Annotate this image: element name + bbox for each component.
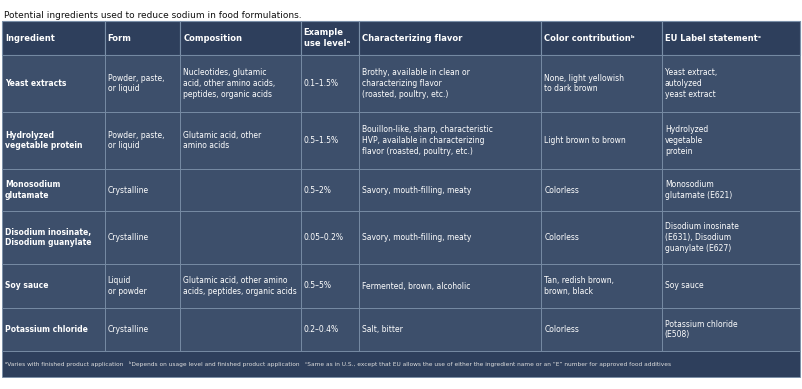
Bar — [2, 308, 104, 351]
Text: 0.1–1.5%: 0.1–1.5% — [304, 79, 338, 88]
Bar — [662, 264, 800, 308]
Bar — [358, 211, 541, 264]
Text: Salt, bitter: Salt, bitter — [362, 325, 403, 334]
Bar — [2, 21, 104, 55]
Text: Yeast extract,
autolyzed
yeast extract: Yeast extract, autolyzed yeast extract — [665, 68, 717, 99]
Text: Crystalline: Crystalline — [107, 325, 148, 334]
Bar — [358, 308, 541, 351]
Text: 0.5–1.5%: 0.5–1.5% — [304, 136, 338, 145]
Bar — [180, 169, 301, 211]
Text: Characterizing flavor: Characterizing flavor — [362, 33, 462, 42]
Bar — [104, 21, 180, 55]
Bar — [358, 169, 541, 211]
Text: Soy sauce: Soy sauce — [665, 282, 703, 291]
Text: Monosodium
glutamate: Monosodium glutamate — [5, 180, 60, 200]
Text: Crystalline: Crystalline — [107, 233, 148, 242]
Bar — [662, 112, 800, 169]
Bar — [104, 264, 180, 308]
Text: Light brown to brown: Light brown to brown — [545, 136, 626, 145]
Text: EU Label statementᶜ: EU Label statementᶜ — [665, 33, 761, 42]
Bar — [541, 264, 662, 308]
Bar — [662, 55, 800, 112]
Text: Ingredient: Ingredient — [5, 33, 55, 42]
Bar — [2, 351, 800, 377]
Text: None, light yellowish
to dark brown: None, light yellowish to dark brown — [545, 74, 625, 93]
Bar — [2, 264, 104, 308]
Text: ᵃVaries with finished product application   ᵇDepends on usage level and finished: ᵃVaries with finished product applicatio… — [5, 361, 671, 367]
Bar — [541, 55, 662, 112]
Bar — [301, 169, 358, 211]
Bar — [662, 169, 800, 211]
Text: 0.05–0.2%: 0.05–0.2% — [304, 233, 344, 242]
Text: Fermented, brown, alcoholic: Fermented, brown, alcoholic — [362, 282, 470, 291]
Bar — [541, 211, 662, 264]
Bar — [2, 211, 104, 264]
Bar — [2, 112, 104, 169]
Bar — [301, 21, 358, 55]
Bar — [104, 211, 180, 264]
Text: Disodium inosinate,
Disodium guanylate: Disodium inosinate, Disodium guanylate — [5, 228, 91, 247]
Text: Color contributionᵇ: Color contributionᵇ — [545, 33, 635, 42]
Bar — [358, 21, 541, 55]
Text: 0.5–5%: 0.5–5% — [304, 282, 332, 291]
Bar — [180, 21, 301, 55]
Bar — [301, 264, 358, 308]
Bar — [301, 55, 358, 112]
Bar — [541, 112, 662, 169]
Bar — [180, 112, 301, 169]
Text: Crystalline: Crystalline — [107, 186, 148, 194]
Text: Composition: Composition — [184, 33, 242, 42]
Bar — [358, 55, 541, 112]
Bar — [541, 308, 662, 351]
Bar — [541, 169, 662, 211]
Bar — [662, 308, 800, 351]
Bar — [301, 211, 358, 264]
Bar — [2, 55, 104, 112]
Text: Disodium inosinate
(E631), Disodium
guanylate (E627): Disodium inosinate (E631), Disodium guan… — [665, 222, 739, 253]
Text: Form: Form — [107, 33, 132, 42]
Bar — [2, 169, 104, 211]
Text: Example
use levelᵃ: Example use levelᵃ — [304, 28, 350, 48]
Bar — [301, 308, 358, 351]
Bar — [104, 308, 180, 351]
Text: Soy sauce: Soy sauce — [5, 282, 48, 291]
Bar — [180, 211, 301, 264]
Text: Potential ingredients used to reduce sodium in food formulations.: Potential ingredients used to reduce sod… — [4, 11, 302, 20]
Text: Yeast extracts: Yeast extracts — [5, 79, 67, 88]
Text: Colorless: Colorless — [545, 233, 579, 242]
Text: Colorless: Colorless — [545, 325, 579, 334]
Bar — [104, 169, 180, 211]
Bar — [301, 112, 358, 169]
Text: Liquid
or powder: Liquid or powder — [107, 276, 146, 296]
Text: Potassium chloride
(E508): Potassium chloride (E508) — [665, 320, 737, 339]
Bar — [180, 264, 301, 308]
Bar — [358, 112, 541, 169]
Bar — [662, 21, 800, 55]
Bar — [104, 55, 180, 112]
Bar — [180, 55, 301, 112]
Text: Glutamic acid, other
amino acids: Glutamic acid, other amino acids — [184, 131, 261, 151]
Text: Hydrolyzed
vegetable
protein: Hydrolyzed vegetable protein — [665, 125, 708, 156]
Text: Bouillon-like, sharp, characteristic
HVP, available in characterizing
flavor (ro: Bouillon-like, sharp, characteristic HVP… — [362, 125, 492, 156]
Bar — [104, 112, 180, 169]
Bar — [358, 264, 541, 308]
Text: Powder, paste,
or liquid: Powder, paste, or liquid — [107, 131, 164, 151]
Text: Brothy, available in clean or
characterizing flavor
(roasted, poultry, etc.): Brothy, available in clean or characteri… — [362, 68, 469, 99]
Text: Glutamic acid, other amino
acids, peptides, organic acids: Glutamic acid, other amino acids, peptid… — [184, 276, 297, 296]
Text: Potassium chloride: Potassium chloride — [5, 325, 88, 334]
Text: 0.2–0.4%: 0.2–0.4% — [304, 325, 338, 334]
Text: Powder, paste,
or liquid: Powder, paste, or liquid — [107, 74, 164, 93]
Text: Hydrolyzed
vegetable protein: Hydrolyzed vegetable protein — [5, 131, 83, 151]
Text: Colorless: Colorless — [545, 186, 579, 194]
Bar — [662, 211, 800, 264]
Text: Nucleotides, glutamic
acid, other amino acids,
peptides, organic acids: Nucleotides, glutamic acid, other amino … — [184, 68, 276, 99]
Text: Monosodium
glutamate (E621): Monosodium glutamate (E621) — [665, 180, 732, 200]
Text: 0.5–2%: 0.5–2% — [304, 186, 331, 194]
Bar — [541, 21, 662, 55]
Text: Tan, redish brown,
brown, black: Tan, redish brown, brown, black — [545, 276, 614, 296]
Text: Savory, mouth-filling, meaty: Savory, mouth-filling, meaty — [362, 233, 471, 242]
Bar — [180, 308, 301, 351]
Text: Savory, mouth-filling, meaty: Savory, mouth-filling, meaty — [362, 186, 471, 194]
